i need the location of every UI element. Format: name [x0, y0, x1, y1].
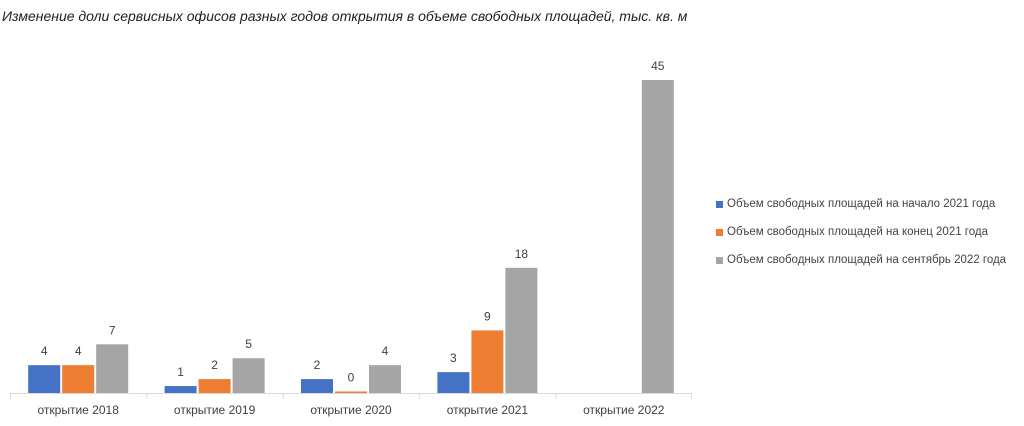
- bar: [369, 365, 401, 393]
- bar: [641, 80, 674, 393]
- data-label: 5: [245, 337, 252, 351]
- data-label: 3: [450, 351, 457, 365]
- x-tick-label: открытие 2021: [447, 403, 529, 417]
- legend-label: Объем свободных площадей на начало 2021 …: [727, 198, 996, 210]
- bar: [96, 344, 129, 393]
- data-label: 1: [177, 365, 184, 379]
- data-label: 4: [41, 344, 48, 358]
- data-label: 4: [75, 344, 82, 358]
- chart-title: Изменение доли сервисных офисов разных г…: [2, 8, 688, 24]
- legend-label: Объем свободных площадей на сентябрь 202…: [727, 254, 1007, 266]
- legend-item: Объем свободных площадей на конец 2021 г…: [716, 218, 1006, 246]
- bar: [28, 365, 61, 393]
- bar: [437, 372, 470, 393]
- data-label: 2: [211, 358, 218, 372]
- data-label: 4: [382, 344, 389, 358]
- x-tick-label: открытие 2019: [174, 403, 256, 417]
- legend-label: Объем свободных площадей на конец 2021 г…: [727, 226, 989, 238]
- data-label: 7: [109, 323, 116, 337]
- bar: [164, 386, 197, 393]
- bar: [62, 365, 95, 393]
- data-label: 18: [515, 247, 529, 261]
- chart-legend: Объем свободных площадей на начало 2021 …: [716, 190, 1006, 274]
- x-tick-label: открытие 2020: [310, 403, 392, 417]
- bar: [301, 379, 333, 393]
- data-label: 45: [651, 59, 665, 73]
- bar: [232, 358, 265, 393]
- bar: [505, 267, 538, 393]
- x-tick-label: открытие 2022: [583, 403, 665, 417]
- x-tick-label: открытие 2018: [38, 403, 120, 417]
- bar: [198, 379, 231, 393]
- data-label: 0: [348, 371, 355, 385]
- bar: [335, 391, 367, 393]
- data-label: 9: [484, 309, 491, 323]
- data-label: 2: [314, 358, 321, 372]
- legend-swatch: [716, 228, 723, 236]
- legend-item: Объем свободных площадей на сентябрь 202…: [716, 246, 1006, 274]
- legend-swatch: [716, 200, 723, 208]
- bar: [471, 330, 504, 393]
- legend-swatch: [716, 256, 723, 264]
- legend-item: Объем свободных площадей на начало 2021 …: [716, 190, 1006, 218]
